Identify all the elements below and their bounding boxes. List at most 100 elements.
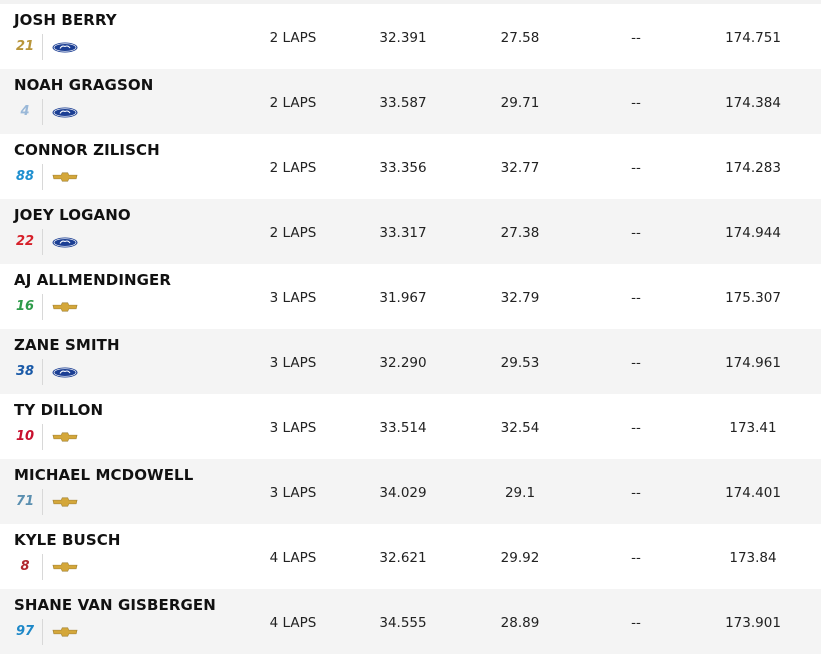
- divider: [42, 34, 43, 60]
- time-cell: 34.555: [379, 615, 427, 631]
- divider: [42, 554, 43, 580]
- table-row[interactable]: NOAH GRAGSON 4 2 LAPS 33.587 29.71 -- 17…: [0, 69, 821, 134]
- chevrolet-logo-icon: [52, 299, 78, 315]
- speed-cell: 174.961: [725, 355, 781, 371]
- diff-cell: --: [631, 95, 641, 111]
- table-row[interactable]: KYLE BUSCH 8 4 LAPS 32.621 29.92 -- 173.…: [0, 524, 821, 589]
- time-cell: 32.391: [379, 30, 427, 46]
- divider: [42, 294, 43, 320]
- laps-cell: 4 LAPS: [269, 550, 317, 566]
- speed-cell: 174.944: [725, 225, 781, 241]
- driver-name[interactable]: TY DILLON: [14, 401, 104, 419]
- laps-cell: 2 LAPS: [269, 160, 317, 176]
- car-number-badge: 8: [20, 559, 30, 574]
- divider: [42, 164, 43, 190]
- table-row[interactable]: JOEY LOGANO 22 2 LAPS 33.317 27.38 -- 17…: [0, 199, 821, 264]
- time-cell: 33.514: [379, 420, 427, 436]
- time-cell: 33.317: [379, 225, 427, 241]
- table-row[interactable]: CONNOR ZILISCH 88 2 LAPS 33.356 32.77 --…: [0, 134, 821, 199]
- car-info: 22: [14, 229, 78, 255]
- chevrolet-logo-icon: [52, 494, 78, 510]
- time-cell: 32.290: [379, 355, 427, 371]
- diff-cell: --: [631, 355, 641, 371]
- laps-cell: 3 LAPS: [269, 355, 317, 371]
- car-number-badge: 88: [15, 169, 35, 184]
- speed-cell: 174.283: [725, 160, 781, 176]
- divider: [42, 99, 43, 125]
- divider: [42, 489, 43, 515]
- divider: [42, 359, 43, 385]
- car-info: 10: [14, 424, 78, 450]
- diff-cell: --: [631, 290, 641, 306]
- table-row[interactable]: AJ ALLMENDINGER 16 3 LAPS 31.967 32.79 -…: [0, 264, 821, 329]
- ford-logo-icon: [52, 234, 78, 250]
- car-number-badge: 4: [20, 104, 30, 119]
- speed-cell: 173.41: [729, 420, 777, 436]
- driver-name[interactable]: KYLE BUSCH: [14, 531, 121, 549]
- laps-cell: 4 LAPS: [269, 615, 317, 631]
- driver-name[interactable]: NOAH GRAGSON: [14, 76, 154, 94]
- diff-cell: --: [631, 160, 641, 176]
- table-row[interactable]: TY DILLON 10 3 LAPS 33.514 32.54 -- 173.…: [0, 394, 821, 459]
- ford-logo-icon: [52, 39, 78, 55]
- gap-cell: 28.89: [500, 615, 540, 631]
- driver-name[interactable]: CONNOR ZILISCH: [14, 141, 160, 159]
- speed-cell: 174.384: [725, 95, 781, 111]
- car-info: 88: [14, 164, 78, 190]
- laps-cell: 3 LAPS: [269, 290, 317, 306]
- divider: [42, 619, 43, 645]
- gap-cell: 27.58: [500, 30, 540, 46]
- diff-cell: --: [631, 615, 641, 631]
- ford-logo-icon: [52, 364, 78, 380]
- driver-name[interactable]: SHANE VAN GISBERGEN: [14, 596, 216, 614]
- chevrolet-logo-icon: [52, 559, 78, 575]
- diff-cell: --: [631, 30, 641, 46]
- car-number-badge: 16: [15, 299, 35, 314]
- table-row[interactable]: MICHAEL MCDOWELL 71 3 LAPS 34.029 29.1 -…: [0, 459, 821, 524]
- car-number-badge: 97: [15, 624, 35, 639]
- driver-name[interactable]: JOSH BERRY: [14, 11, 117, 29]
- chevrolet-logo-icon: [52, 429, 78, 445]
- driver-name[interactable]: ZANE SMITH: [14, 336, 120, 354]
- gap-cell: 29.71: [500, 95, 540, 111]
- gap-cell: 29.92: [500, 550, 540, 566]
- table-row[interactable]: SHANE VAN GISBERGEN 97 4 LAPS 34.555 28.…: [0, 589, 821, 654]
- car-number-badge: 21: [15, 39, 35, 54]
- laps-cell: 2 LAPS: [269, 30, 317, 46]
- car-info: 16: [14, 294, 78, 320]
- speed-cell: 173.84: [729, 550, 777, 566]
- time-cell: 34.029: [379, 485, 427, 501]
- gap-cell: 32.54: [500, 420, 540, 436]
- laps-cell: 2 LAPS: [269, 225, 317, 241]
- gap-cell: 29.53: [500, 355, 540, 371]
- car-info: 21: [14, 34, 78, 60]
- time-cell: 33.356: [379, 160, 427, 176]
- divider: [42, 424, 43, 450]
- laps-cell: 2 LAPS: [269, 95, 317, 111]
- chevrolet-logo-icon: [52, 624, 78, 640]
- laps-cell: 3 LAPS: [269, 420, 317, 436]
- driver-name[interactable]: MICHAEL MCDOWELL: [14, 466, 194, 484]
- car-info: 71: [14, 489, 78, 515]
- speed-cell: 175.307: [725, 290, 781, 306]
- driver-name[interactable]: JOEY LOGANO: [14, 206, 131, 224]
- car-number-badge: 22: [15, 234, 35, 249]
- laps-cell: 3 LAPS: [269, 485, 317, 501]
- speed-cell: 174.751: [725, 30, 781, 46]
- table-row[interactable]: JOSH BERRY 21 2 LAPS 32.391 27.58 -- 174…: [0, 4, 821, 69]
- gap-cell: 32.79: [500, 290, 540, 306]
- driver-name[interactable]: AJ ALLMENDINGER: [14, 271, 172, 289]
- gap-cell: 29.1: [504, 485, 536, 501]
- divider: [42, 229, 43, 255]
- car-info: 38: [14, 359, 78, 385]
- speed-cell: 173.901: [725, 615, 781, 631]
- diff-cell: --: [631, 225, 641, 241]
- diff-cell: --: [631, 550, 641, 566]
- time-cell: 31.967: [379, 290, 427, 306]
- car-info: 97: [14, 619, 78, 645]
- gap-cell: 27.38: [500, 225, 540, 241]
- table-row[interactable]: ZANE SMITH 38 3 LAPS 32.290 29.53 -- 174…: [0, 329, 821, 394]
- speed-cell: 174.401: [725, 485, 781, 501]
- chevrolet-logo-icon: [52, 169, 78, 185]
